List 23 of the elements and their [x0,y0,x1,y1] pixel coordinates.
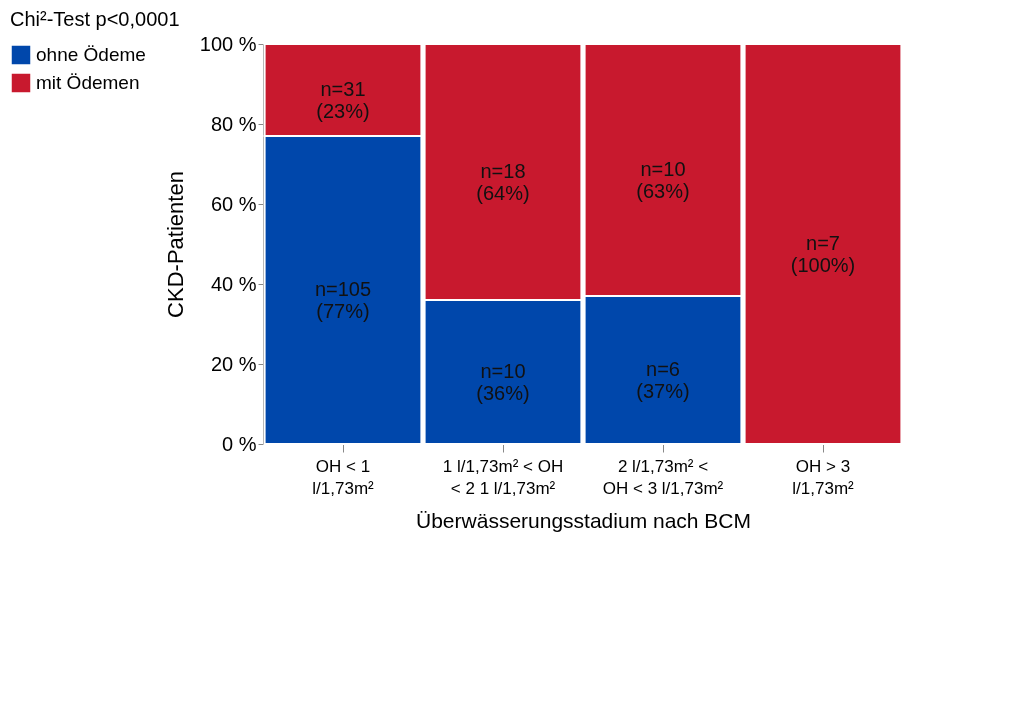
x-tick-label: OH < 1 l/1,73m² [312,456,375,498]
y-tick-label: 60 % [210,192,257,215]
data-label: n=105 (77%) [314,278,372,322]
data-label: n=18 (64%) [476,160,530,204]
y-tick-label: 40 % [210,272,257,295]
data-label: n=10 (36%) [476,360,530,404]
text: Chi²-Test p<0,0001 [10,8,180,30]
x-axis-title: Überwässerungsstadium nach BCM [416,508,751,532]
data-label: n=10 (63%) [636,158,690,202]
x-tick-label: OH > 3 l/1,73m² [792,456,855,498]
y-tick-label: 20 % [210,352,257,375]
bar [743,43,903,445]
y-tick-label: 80 % [210,112,257,135]
legend-label: ohne Ödeme [36,44,146,65]
legend-label: mit Ödemen [36,72,140,93]
data-label: n=6 (37%) [636,358,690,402]
data-label: n=31 (23%) [316,78,370,122]
y-tick-label: 0 % [222,432,257,455]
data-label: n=7 (100%) [790,232,856,276]
x-tick-label: 2 l/1,73m² < OH < 3 l/1,73m² [602,456,724,498]
x-tick-label: 1 l/1,73m² < OH < 2 1 l/1,73m² [442,456,564,498]
y-axis-title: CKD-Patienten [162,171,188,318]
y-tick-label: 100 % [199,32,257,55]
